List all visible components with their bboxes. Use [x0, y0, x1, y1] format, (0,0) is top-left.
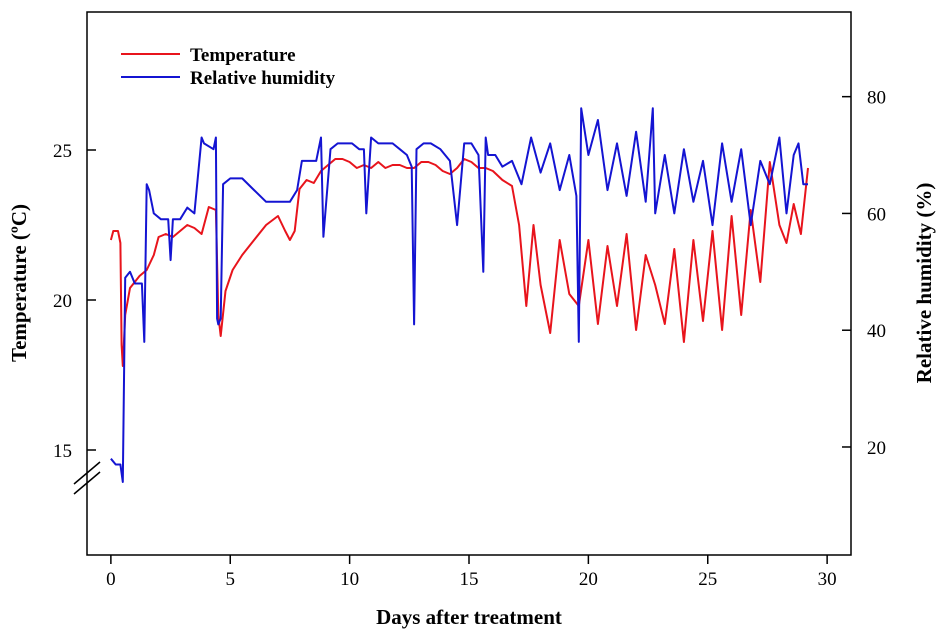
- legend-label-temperature: Temperature: [190, 45, 296, 66]
- y-axis-right: 20 40 60 80: [842, 88, 886, 459]
- legend-label-humidity: Relative humidity: [190, 68, 336, 89]
- x-axis-title: Days after treatment: [376, 605, 562, 629]
- y-axis-right-title: Relative humidity (%): [912, 183, 936, 384]
- y-left-tick-label: 15: [53, 441, 72, 462]
- plot-frame: [86, 11, 852, 556]
- x-tick-label: 20: [579, 569, 598, 590]
- x-tick-label: 0: [106, 569, 116, 590]
- x-tick-label: 5: [226, 569, 236, 590]
- x-tick-label: 30: [818, 569, 837, 590]
- axis-break-mark: [73, 461, 101, 495]
- x-tick-label: 25: [698, 569, 717, 590]
- legend: Temperature Relative humidity: [121, 45, 336, 89]
- y-right-tick-label: 60: [867, 204, 886, 225]
- x-tick-label: 10: [340, 569, 359, 590]
- y-right-tick-label: 40: [867, 321, 886, 342]
- series-layer: [109, 107, 809, 483]
- series-line-temperature: [109, 158, 809, 367]
- y-right-tick-label: 80: [867, 88, 886, 109]
- y-left-tick-label: 20: [53, 291, 72, 312]
- y-left-tick-label: 25: [53, 141, 72, 162]
- x-axis: 0 5 10 15 20 25 30: [106, 555, 837, 590]
- y-axis-left: 15 20 25: [53, 141, 96, 462]
- y-right-tick-label: 20: [867, 438, 886, 459]
- y-axis-left-title: Temperature (ºC): [7, 204, 31, 362]
- x-tick-label: 15: [460, 569, 479, 590]
- series-line-relative-humidity: [110, 107, 808, 483]
